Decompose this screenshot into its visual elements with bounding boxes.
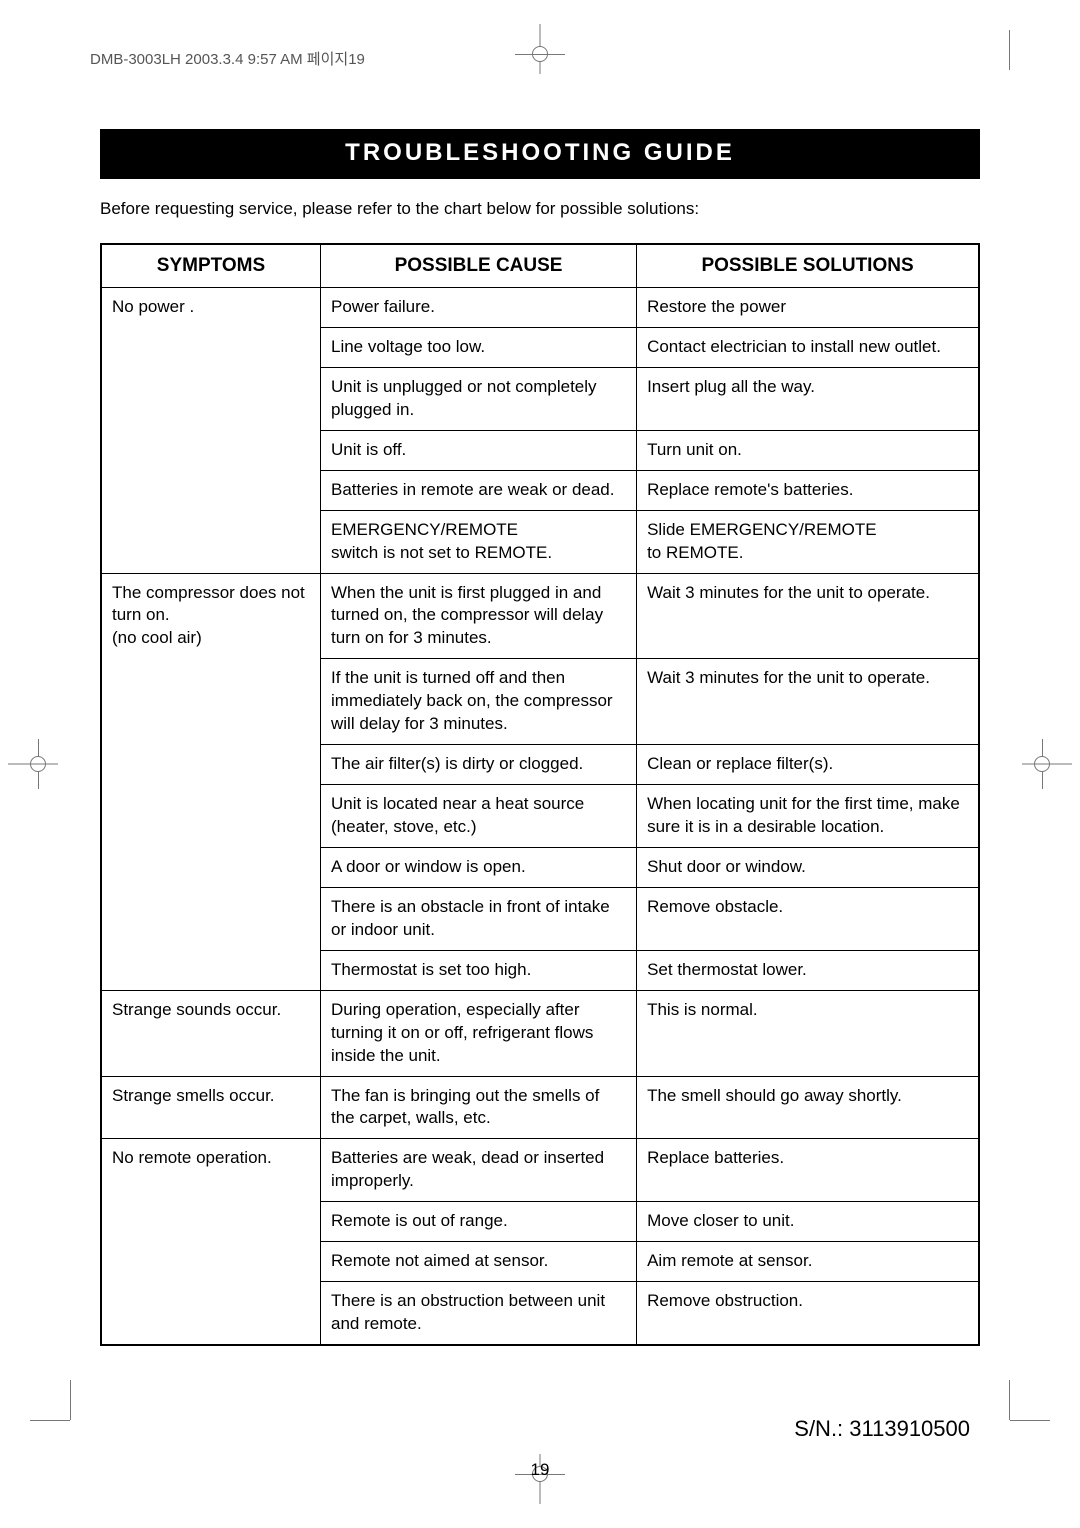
solution-cell: Clean or replace filter(s). [637, 745, 979, 785]
solution-cell: Replace batteries. [637, 1139, 979, 1202]
cause-cell: Unit is unplugged or not completely plug… [321, 367, 637, 430]
solution-cell: Remove obstacle. [637, 887, 979, 950]
table-row: Strange smells occur.The fan is bringing… [101, 1076, 979, 1139]
cause-cell: The fan is bringing out the smells of th… [321, 1076, 637, 1139]
table-row: No remote operation.Batteries are weak, … [101, 1139, 979, 1202]
cause-cell: Line voltage too low. [321, 327, 637, 367]
solution-cell: Insert plug all the way. [637, 367, 979, 430]
cause-cell: Remote not aimed at sensor. [321, 1242, 637, 1282]
table-body: No power .Power failure.Restore the powe… [101, 288, 979, 1346]
table-row: Strange sounds occur.During operation, e… [101, 990, 979, 1076]
page-container: DMB-3003LH 2003.3.4 9:57 AM 페이지19 TROUBL… [0, 0, 1080, 1528]
cause-cell: There is an obstruction between unit and… [321, 1282, 637, 1345]
col-header-symptoms: SYMPTOMS [101, 244, 321, 288]
intro-text: Before requesting service, please refer … [100, 199, 980, 219]
solution-cell: The smell should go away shortly. [637, 1076, 979, 1139]
solution-cell: Contact electrician to install new outle… [637, 327, 979, 367]
troubleshooting-table: SYMPTOMS POSSIBLE CAUSE POSSIBLE SOLUTIO… [100, 243, 980, 1346]
page-number: 19 [100, 1460, 980, 1480]
cause-cell: When the unit is first plugged in and tu… [321, 573, 637, 659]
serial-number: S/N.: 3113910500 [100, 1416, 970, 1442]
cause-cell: Batteries are weak, dead or inserted imp… [321, 1139, 637, 1202]
cause-cell: Remote is out of range. [321, 1202, 637, 1242]
solution-cell: When locating unit for the first time, m… [637, 785, 979, 848]
cause-cell: During operation, especially after turni… [321, 990, 637, 1076]
page-title: TROUBLESHOOTING GUIDE [100, 129, 980, 179]
solution-cell: Wait 3 minutes for the unit to operate. [637, 659, 979, 745]
cause-cell: A door or window is open. [321, 847, 637, 887]
cause-cell: Power failure. [321, 288, 637, 328]
table-row: No power .Power failure.Restore the powe… [101, 288, 979, 328]
cause-cell: The air filter(s) is dirty or clogged. [321, 745, 637, 785]
solution-cell: Restore the power [637, 288, 979, 328]
solution-cell: Turn unit on. [637, 430, 979, 470]
solution-cell: Set thermostat lower. [637, 950, 979, 990]
cause-cell: EMERGENCY/REMOTE switch is not set to RE… [321, 510, 637, 573]
solution-cell: Remove obstruction. [637, 1282, 979, 1345]
cause-cell: Unit is off. [321, 430, 637, 470]
solution-cell: Move closer to unit. [637, 1202, 979, 1242]
doc-meta-header: DMB-3003LH 2003.3.4 9:57 AM 페이지19 [90, 48, 980, 69]
solution-cell: Aim remote at sensor. [637, 1242, 979, 1282]
cause-cell: There is an obstacle in front of intake … [321, 887, 637, 950]
cause-cell: Batteries in remote are weak or dead. [321, 470, 637, 510]
solution-cell: Slide EMERGENCY/REMOTE to REMOTE. [637, 510, 979, 573]
col-header-cause: POSSIBLE CAUSE [321, 244, 637, 288]
solution-cell: Shut door or window. [637, 847, 979, 887]
symptom-cell: Strange smells occur. [101, 1076, 321, 1139]
symptom-cell: The compressor does not turn on. (no coo… [101, 573, 321, 990]
solution-cell: Wait 3 minutes for the unit to operate. [637, 573, 979, 659]
cause-cell: Thermostat is set too high. [321, 950, 637, 990]
solution-cell: This is normal. [637, 990, 979, 1076]
cause-cell: Unit is located near a heat source (heat… [321, 785, 637, 848]
symptom-cell: No remote operation. [101, 1139, 321, 1345]
solution-cell: Replace remote's batteries. [637, 470, 979, 510]
symptom-cell: No power . [101, 288, 321, 574]
table-row: The compressor does not turn on. (no coo… [101, 573, 979, 659]
symptom-cell: Strange sounds occur. [101, 990, 321, 1076]
table-header-row: SYMPTOMS POSSIBLE CAUSE POSSIBLE SOLUTIO… [101, 244, 979, 288]
col-header-solution: POSSIBLE SOLUTIONS [637, 244, 979, 288]
cause-cell: If the unit is turned off and then immed… [321, 659, 637, 745]
